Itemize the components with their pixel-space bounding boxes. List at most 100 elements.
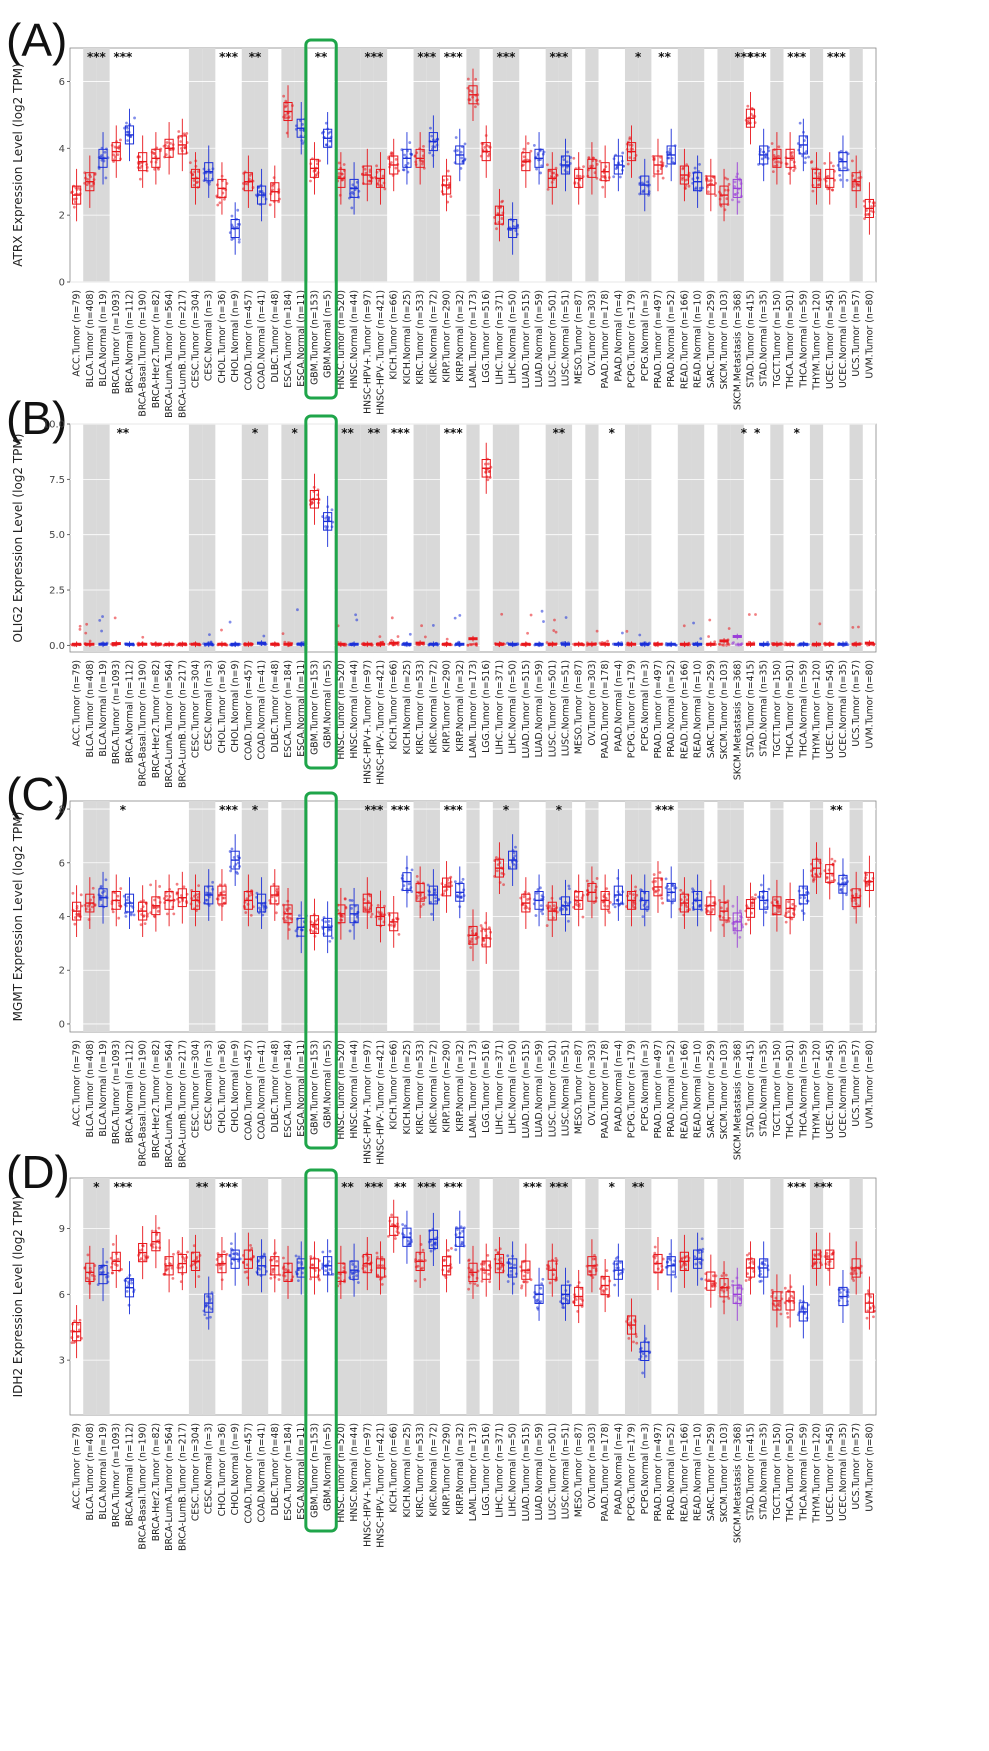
data-point <box>350 206 354 210</box>
x-tick-label: COAD.Normal (n=41) <box>257 660 268 759</box>
significance-label: ** <box>249 50 262 64</box>
data-point <box>467 1259 471 1263</box>
data-point <box>183 1259 187 1263</box>
data-point <box>351 1262 355 1266</box>
data-point <box>632 1340 635 1344</box>
data-point <box>141 635 145 639</box>
x-tick-label: SKCM.Tumor (n=103) <box>719 1423 730 1522</box>
data-point <box>682 624 686 628</box>
data-point <box>84 631 88 635</box>
data-point <box>853 178 857 182</box>
data-point <box>825 184 829 188</box>
x-tick-label: OV.Tumor (n=303) <box>587 290 598 376</box>
data-point <box>540 609 544 613</box>
x-tick-label: ESCA.Tumor (n=184) <box>283 290 294 388</box>
x-tick-label: ESCA.Normal (n=11) <box>296 290 307 387</box>
significance-label: * <box>120 803 127 817</box>
data-point <box>844 876 847 880</box>
data-point <box>442 1259 446 1263</box>
x-tick-label: STAD.Tumor (n=415) <box>745 1040 756 1138</box>
data-point <box>865 873 868 877</box>
data-point <box>593 1253 596 1257</box>
shade-band <box>770 424 784 652</box>
significance-label: * <box>635 50 642 64</box>
data-point <box>270 895 274 899</box>
x-tick-label: KICH.Tumor (n=66) <box>389 1423 400 1513</box>
panel-c-plot: 0 2 4 6 8 MGMT Expression Level (log2 TPM) ACC… <box>11 791 877 1168</box>
shade-band <box>254 1178 269 1415</box>
x-tick-label: KICH.Normal (n=25) <box>402 1040 413 1134</box>
data-point <box>839 888 843 891</box>
x-tick-label: LIHC.Tumor (n=371) <box>494 660 505 755</box>
x-tick-label: KIRC.Normal (n=72) <box>428 1423 439 1517</box>
data-point <box>282 94 286 98</box>
data-point <box>727 627 731 630</box>
data-point <box>415 874 419 878</box>
data-point <box>733 185 737 188</box>
data-point <box>119 887 123 890</box>
data-point <box>535 891 539 895</box>
data-point <box>759 883 763 887</box>
x-tick-label: THCA.Normal (n=59) <box>798 660 809 759</box>
shade-band <box>624 424 639 652</box>
data-point <box>665 164 668 168</box>
data-point <box>165 894 169 898</box>
data-point <box>613 1283 617 1287</box>
data-point <box>294 1254 298 1258</box>
data-point <box>207 183 211 186</box>
y-tick-label: 2 <box>59 966 65 977</box>
x-tick-label: UCEC.Normal (n=35) <box>838 290 849 388</box>
significance-label: * <box>754 426 761 440</box>
data-point <box>85 622 89 626</box>
data-point <box>681 891 685 895</box>
data-point <box>587 156 591 159</box>
x-tick-label: PRAD.Tumor (n=497) <box>653 290 664 389</box>
shade-band <box>638 424 652 652</box>
data-point <box>707 190 710 194</box>
x-tick-label: LIHC.Tumor (n=371) <box>494 1040 505 1135</box>
data-point <box>423 1278 427 1281</box>
data-point <box>585 879 589 883</box>
data-point <box>431 624 435 627</box>
data-point <box>606 904 610 908</box>
x-tick-label: BRCA.Tumor (n=1093) <box>111 660 122 764</box>
data-point <box>784 920 788 924</box>
data-point <box>172 912 176 916</box>
data-point <box>480 1279 484 1283</box>
x-tick-label: BLCA.Tumor (n=408) <box>85 1423 96 1521</box>
data-point <box>408 632 412 636</box>
data-point <box>196 170 200 173</box>
data-point <box>141 1244 145 1248</box>
data-point <box>539 1286 543 1290</box>
data-point <box>348 898 352 902</box>
x-tick-label: MESO.Tumor (n=87) <box>574 1040 585 1134</box>
data-point <box>744 1279 748 1282</box>
x-tick-label: COAD.Tumor (n=457) <box>243 660 254 760</box>
data-point <box>529 613 533 617</box>
data-point <box>552 171 556 175</box>
x-tick-label: BRCA-LumA.Tumor (n=564) <box>164 660 175 788</box>
x-tick-label: STAD.Normal (n=35) <box>759 660 770 757</box>
x-tick-label: ESCA.Normal (n=11) <box>296 660 307 757</box>
data-point <box>850 159 854 163</box>
data-point <box>714 194 718 197</box>
gbm-highlight-box <box>304 38 338 400</box>
data-point <box>156 909 160 913</box>
data-point <box>602 1289 606 1293</box>
data-point <box>628 156 632 160</box>
x-tick-label: UVM.Tumor (n=80) <box>864 660 875 749</box>
data-point <box>342 163 346 166</box>
x-tick-label: KIRC.Normal (n=72) <box>428 1040 439 1134</box>
y-tick-label: 4 <box>59 912 65 923</box>
data-point <box>562 158 566 162</box>
y-tick-label: 8 <box>59 805 65 816</box>
x-tick-label: BRCA-LumA.Tumor (n=564) <box>164 1040 175 1168</box>
y-tick-label: 4 <box>59 144 65 155</box>
data-point <box>567 887 571 891</box>
x-tick-label: SKCM.Metastasis (n=368) <box>732 290 743 410</box>
data-point <box>428 151 432 155</box>
panel-label-c: (C) <box>6 768 70 820</box>
data-point <box>817 175 821 178</box>
data-point <box>284 99 288 103</box>
significance-label: ** <box>830 803 843 817</box>
